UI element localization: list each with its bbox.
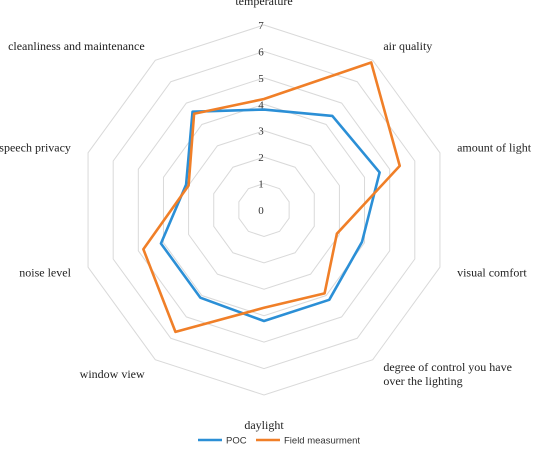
category-label: daylight (244, 418, 284, 432)
tick-label: 0 (258, 205, 264, 217)
grid-ring-4 (162, 103, 366, 317)
tick-label: 2 (258, 152, 264, 164)
grid-ring-5 (137, 77, 391, 343)
category-label: visual comfort (457, 266, 527, 280)
tick-label: 7 (258, 20, 264, 32)
legend: POC Field measurment (198, 436, 360, 447)
tick-label: 6 (258, 46, 264, 58)
category-labels: temperature air quality amount of light vis… (0, 0, 532, 432)
tick-label: 1 (258, 179, 264, 191)
radial-tick-labels: 0 1 2 3 4 5 6 7 (258, 20, 264, 217)
tick-label: 3 (258, 126, 264, 138)
category-label: over the lighting (383, 374, 462, 388)
tick-label: 5 (258, 73, 264, 85)
category-label: window view (80, 367, 145, 381)
legend-label-field-measurment: Field measurment (284, 436, 360, 447)
legend-label-poc: POC (226, 436, 247, 447)
series-lines (142, 61, 402, 334)
category-label: air quality (383, 39, 432, 53)
grid-ring-7 (87, 24, 441, 396)
radar-grid (87, 24, 441, 396)
category-label: temperature (235, 0, 292, 8)
grid-ring-1 (238, 183, 290, 237)
category-label: amount of light (457, 140, 532, 154)
category-label: noise level (19, 266, 71, 280)
tick-label: 4 (258, 99, 264, 111)
grid-ring-6 (112, 50, 416, 370)
category-label: speech privacy (0, 140, 71, 154)
category-label: degree of control you have (383, 360, 512, 374)
series-line-poc (159, 108, 381, 323)
grid-ring-3 (188, 130, 340, 290)
grid-ring-2 (213, 156, 315, 264)
category-label: cleanliness and maintenance (8, 39, 145, 53)
series-line-field-measurment (142, 61, 402, 334)
